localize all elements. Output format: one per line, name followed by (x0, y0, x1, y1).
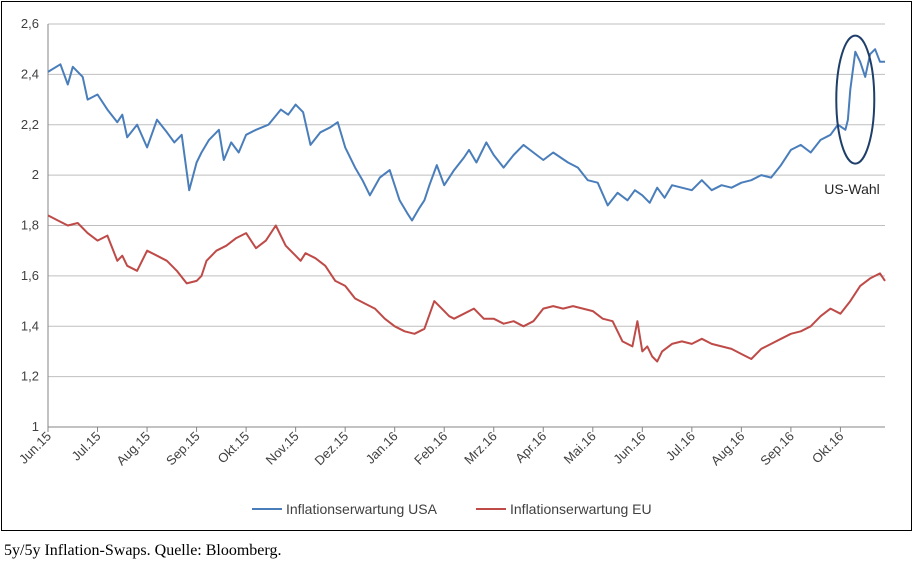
annotation-label: US-Wahl (824, 181, 880, 197)
x-tick-label: Okt.16 (809, 429, 847, 467)
x-tick-label: Dez.15 (312, 429, 352, 469)
y-tick-label: 2,2 (21, 117, 39, 132)
x-tick-label: Aug.15 (113, 429, 153, 469)
series (47, 48, 886, 363)
axes: 1 1,2 1,4 1,6 1,8 2 2,2 2,4 2,6 Jun.15 Jul.15 Aug.1… (16, 16, 885, 468)
figure-caption: 5y/5y Inflation-Swaps. Quelle: Bloomberg… (4, 542, 282, 559)
y-tick-label: 1,8 (21, 218, 39, 233)
chart-svg: 1 1,2 1,4 1,6 1,8 2 2,2 2,4 2,6 Jun.15 Jul.15 Aug.1… (16, 16, 886, 517)
x-tick-label: Aug.16 (708, 429, 748, 469)
x-tick-label: Mai.16 (561, 429, 599, 467)
x-tick-label: Apr.16 (512, 429, 549, 466)
y-tick-label: 2 (32, 167, 39, 182)
x-tick-label: Mrz.16 (461, 429, 500, 468)
x-tick-label: Jun.16 (610, 429, 648, 467)
x-tick-label: Feb.16 (411, 429, 450, 468)
y-tick-label: 1,2 (21, 369, 39, 384)
series-line-usa (47, 48, 885, 222)
y-tick-label: 2,6 (21, 16, 39, 31)
x-tick-label: Sep.15 (163, 429, 203, 469)
x-tick-label: Jul.15 (69, 429, 104, 464)
annotation-ellipse (835, 34, 876, 165)
y-tick-label: 1 (32, 419, 39, 434)
x-tick-label: Nov.15 (263, 429, 302, 468)
y-tick-label: 1,6 (21, 268, 39, 283)
x-tick-label: Sep.16 (757, 429, 797, 469)
y-tick-label: 1,4 (21, 318, 39, 333)
legend: Inflationserwartung USA Inflationserwartu… (252, 501, 652, 517)
y-tick-label: 2,4 (21, 66, 39, 81)
series-line-eu (47, 214, 886, 363)
legend-label-usa: Inflationserwartung USA (286, 501, 438, 517)
x-tick-label: Jan.16 (363, 429, 401, 467)
legend-label-eu: Inflationserwartung EU (510, 501, 652, 517)
x-tick-label: Jul.16 (663, 429, 698, 464)
x-tick-label: Jun.15 (16, 429, 54, 467)
annotations: US-Wahl (824, 34, 880, 197)
chart-frame: 1 1,2 1,4 1,6 1,8 2 2,2 2,4 2,6 Jun.15 Jul.15 Aug.1… (1, 1, 912, 531)
x-tick-label: Okt.15 (215, 429, 253, 467)
grid (48, 23, 885, 428)
